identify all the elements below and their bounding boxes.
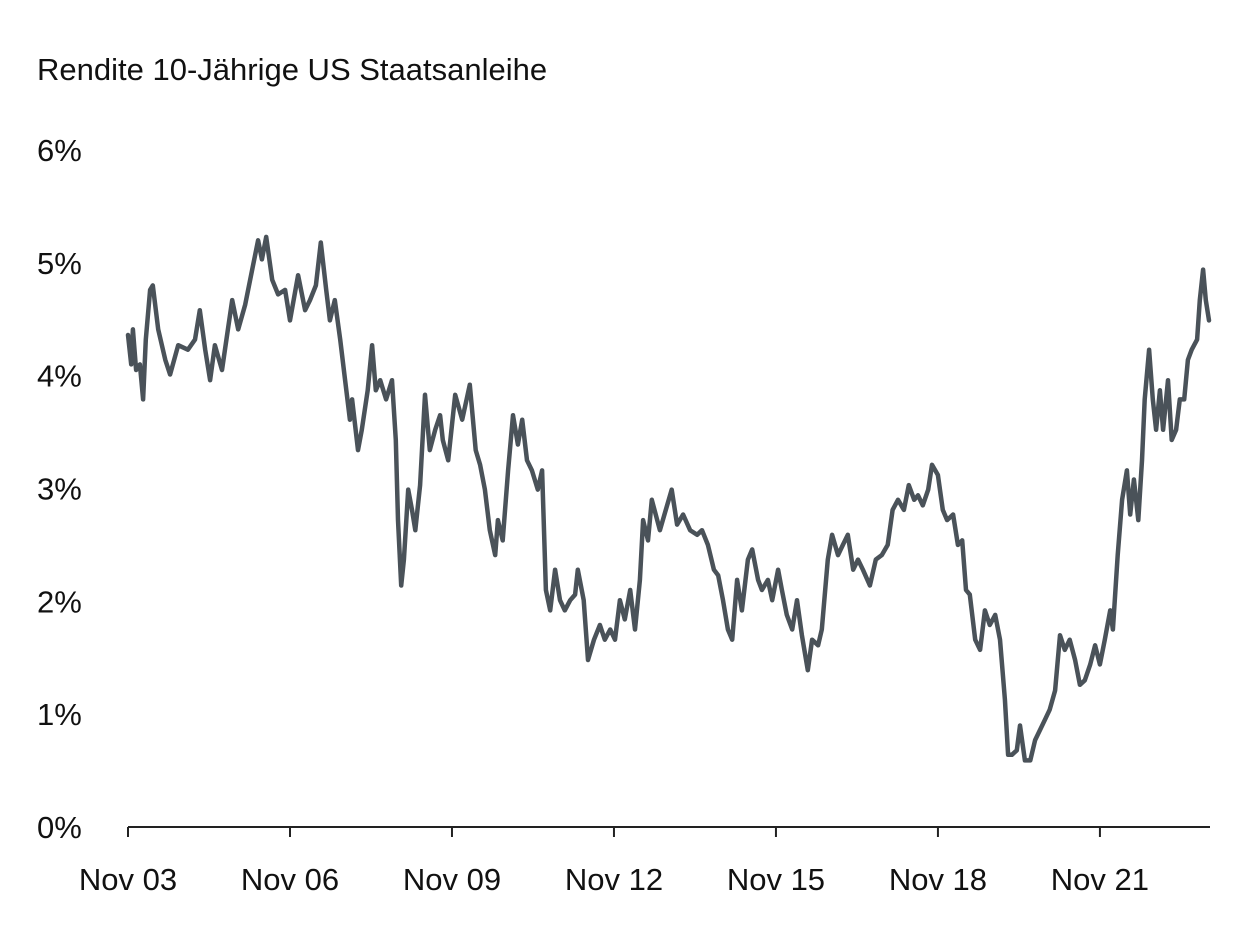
y-tick-label: 2% <box>37 584 82 619</box>
x-axis: Nov 03 Nov 06 Nov 09 Nov 12 Nov 15 Nov 18 Nov … <box>79 827 1149 897</box>
y-tick-label: 5% <box>37 246 82 281</box>
y-tick-label: 0% <box>37 810 82 845</box>
x-tick-label: Nov 06 <box>241 862 339 897</box>
y-tick-label: 3% <box>37 472 82 507</box>
series-group <box>125 234 1212 763</box>
x-tick-label: Nov 09 <box>403 862 501 897</box>
y-tick-label: 1% <box>37 697 82 732</box>
x-tick-label: Nov 18 <box>889 862 987 897</box>
x-tick-label: Nov 03 <box>79 862 177 897</box>
yield-series-line <box>125 234 1212 763</box>
x-tick-label: Nov 15 <box>727 862 825 897</box>
x-tick-label: Nov 21 <box>1051 862 1149 897</box>
y-axis: 0% 1% 2% 3% 4% 5% 6% <box>37 133 82 845</box>
y-tick-label: 4% <box>37 359 82 394</box>
y-tick-label: 6% <box>37 133 82 168</box>
x-tick-label: Nov 12 <box>565 862 663 897</box>
chart-title: Rendite 10-Jährige US Staatsanleihe <box>37 52 547 87</box>
